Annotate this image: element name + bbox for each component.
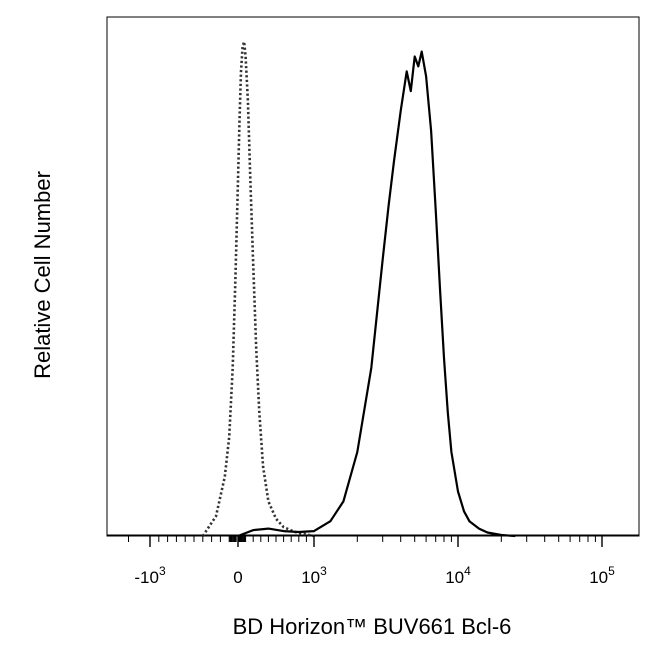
x-axis-ticks — [128, 536, 603, 547]
x-tick-label: -103 — [134, 564, 166, 587]
solid-histogram-series-2 — [237, 50, 516, 538]
x-tick-label: 0 — [233, 568, 242, 587]
x-tick-label: 103 — [301, 564, 327, 587]
x-tick-label: 104 — [445, 564, 471, 587]
dotted-histogram-series-1 — [201, 40, 315, 538]
x-tick-label: 105 — [589, 564, 615, 587]
x-axis-tick-labels: -103 0 103 104 105 — [134, 564, 615, 587]
plot-frame — [106, 16, 640, 537]
series-layer — [107, 40, 639, 538]
x-axis-title: BD Horizon™ BUV661 Bcl-6 — [233, 614, 512, 639]
y-axis-title: Relative Cell Number — [30, 171, 55, 379]
